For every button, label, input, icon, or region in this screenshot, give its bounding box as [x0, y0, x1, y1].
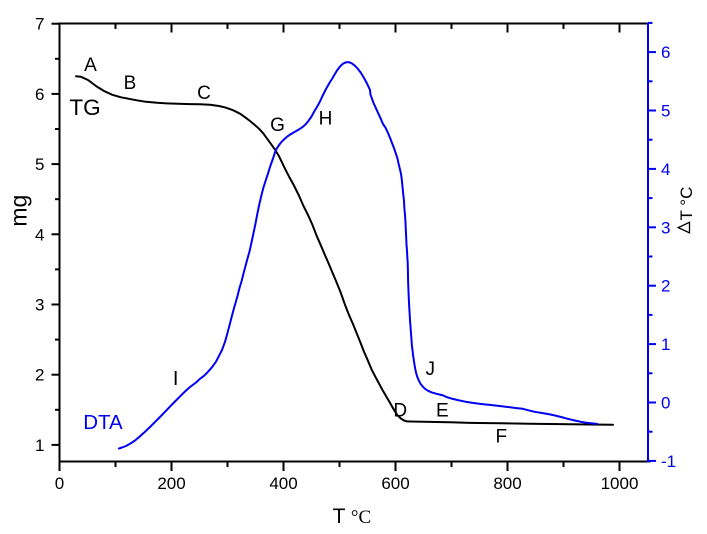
svg-text:1: 1 [35, 436, 44, 455]
svg-text:6: 6 [661, 43, 670, 62]
svg-text:T °C: T °C [677, 187, 696, 221]
svg-text:600: 600 [381, 474, 409, 493]
svg-text:F: F [495, 427, 507, 448]
svg-text:1: 1 [661, 335, 670, 354]
svg-text:A: A [84, 55, 97, 76]
svg-text:3: 3 [35, 296, 44, 315]
svg-text:I: I [173, 368, 179, 390]
svg-text:800: 800 [493, 474, 521, 493]
svg-text:6: 6 [35, 85, 44, 104]
svg-text:7: 7 [35, 15, 44, 34]
svg-text:0: 0 [661, 394, 670, 413]
svg-text:-1: -1 [661, 452, 676, 471]
svg-text:3: 3 [661, 218, 670, 237]
svg-text:DTA: DTA [83, 411, 123, 434]
svg-text:G: G [270, 115, 285, 136]
svg-text:4: 4 [35, 225, 44, 244]
svg-text:5: 5 [35, 155, 44, 174]
svg-text:D: D [393, 401, 407, 422]
svg-text:200: 200 [157, 474, 185, 493]
svg-text:C: C [197, 83, 211, 104]
svg-text:TG: TG [69, 95, 100, 120]
svg-text:mg: mg [6, 195, 32, 227]
svg-text:E: E [436, 401, 449, 422]
svg-text:0: 0 [55, 474, 64, 493]
svg-text:J: J [426, 359, 436, 380]
svg-text:B: B [124, 73, 137, 94]
svg-text:2: 2 [661, 277, 670, 296]
svg-text:H: H [319, 109, 333, 130]
svg-text:1000: 1000 [601, 474, 639, 493]
svg-text:°C: °C [351, 507, 371, 528]
svg-text:400: 400 [269, 474, 297, 493]
svg-text:T: T [333, 505, 346, 528]
svg-text:4: 4 [661, 160, 670, 179]
svg-text:2: 2 [35, 366, 44, 385]
svg-text:5: 5 [661, 102, 670, 121]
